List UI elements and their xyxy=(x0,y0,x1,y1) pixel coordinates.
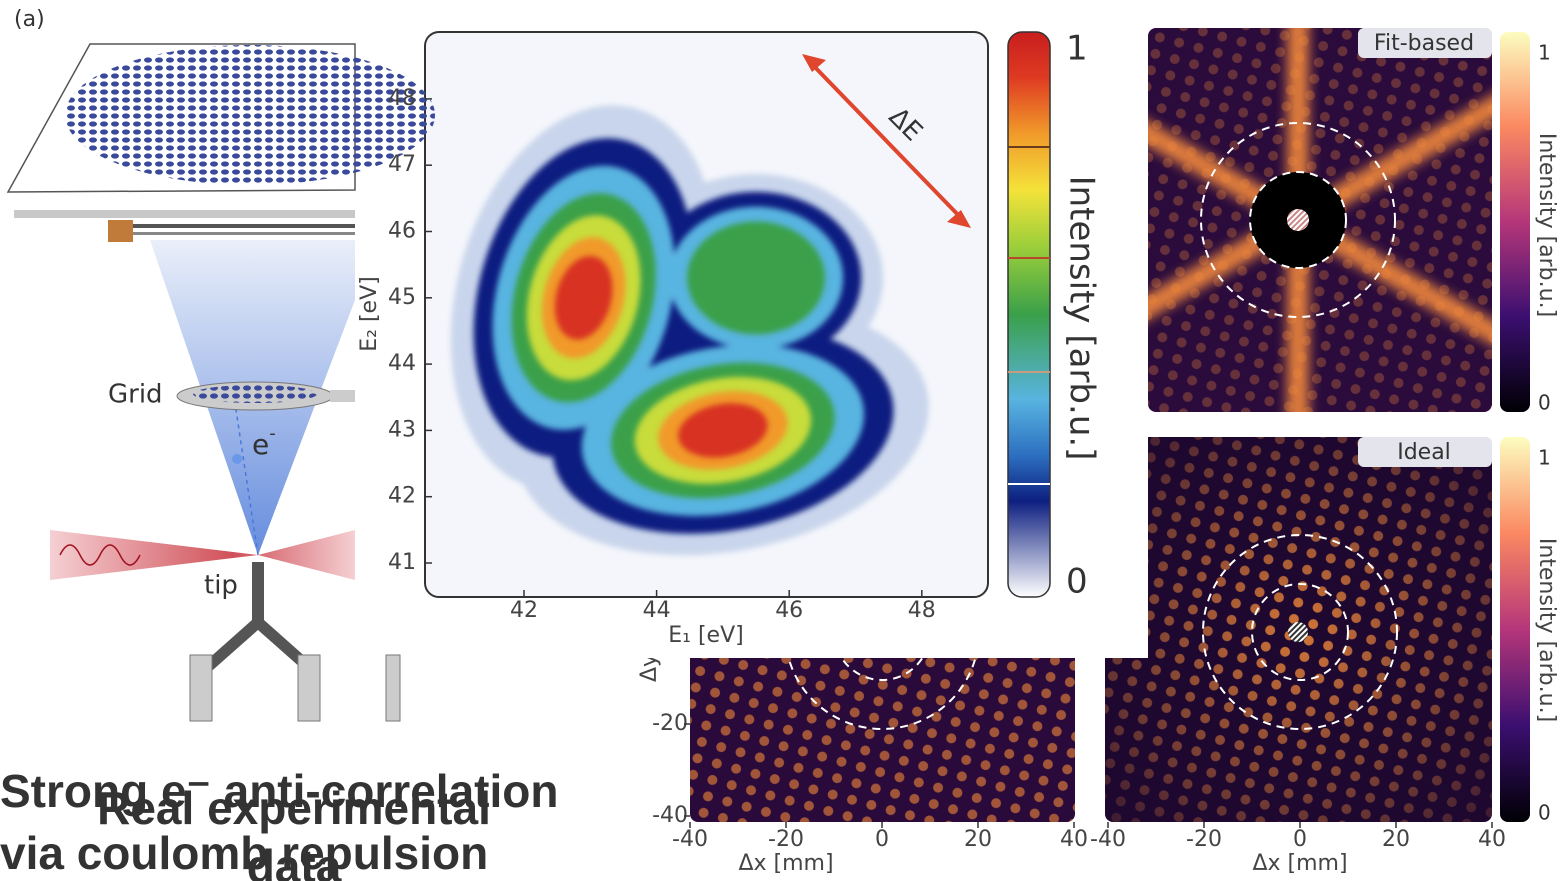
tick-label: 20 xyxy=(1382,827,1410,852)
label: Grid xyxy=(108,380,163,410)
tick-label: 46 xyxy=(775,598,803,623)
colorbar-tick-label: 0 xyxy=(1538,801,1551,825)
tick-label: 20 xyxy=(964,827,992,852)
label: tip xyxy=(204,571,238,601)
lobe xyxy=(678,403,768,458)
tick-label: 44 xyxy=(388,351,416,376)
y-axis-label: Δy xyxy=(637,654,662,682)
colorbar xyxy=(1500,437,1530,822)
headline: via coulomb repulsion xyxy=(0,827,488,879)
ray xyxy=(1292,210,1492,390)
colorbar-label: Intensity [arb.u.] xyxy=(1062,176,1102,461)
tick-label: -20 xyxy=(768,827,804,852)
ray xyxy=(1148,50,1304,230)
arrow xyxy=(806,58,967,224)
tick-label: -40 xyxy=(1090,827,1126,852)
tick-label: -20 xyxy=(652,711,688,736)
tick-label: -40 xyxy=(672,827,708,852)
colorbar-tick-label: 0 xyxy=(1538,391,1551,415)
label: - xyxy=(269,423,276,444)
colorbar-label: Intensity [arb.u.] xyxy=(1534,133,1559,317)
tick-label: -40 xyxy=(652,803,688,828)
y-axis-label: E₂ [eV] xyxy=(357,276,382,351)
plot-frame xyxy=(424,31,989,598)
label: e xyxy=(252,428,269,461)
colorbar-tick-label: 1 xyxy=(1066,29,1088,69)
ideal-image xyxy=(1105,437,1492,822)
colorbar-tick-label: 1 xyxy=(1538,446,1551,470)
tick-label: 44 xyxy=(643,598,671,623)
colorbar xyxy=(1500,32,1530,412)
tick-label: 48 xyxy=(908,598,936,623)
panel-label: (a) xyxy=(14,7,45,32)
lobe xyxy=(687,221,826,335)
headline: data xyxy=(247,840,342,881)
tick-label: 47 xyxy=(388,152,416,177)
ray xyxy=(1292,50,1492,230)
headline: Real experimental xyxy=(97,782,491,834)
x-axis-label: E₁ [eV] xyxy=(668,623,743,648)
image-tag: Fit-based xyxy=(1374,31,1474,56)
ray xyxy=(1148,210,1304,390)
colorbar-levels xyxy=(1008,146,1050,485)
tick-label: 0 xyxy=(875,827,889,852)
tick-label: -20 xyxy=(1186,827,1222,852)
x-axis-label: Δx [mm] xyxy=(1252,851,1347,876)
colorbar xyxy=(1007,31,1051,598)
schematic xyxy=(6,43,435,722)
label: e- xyxy=(252,423,276,461)
tag-box xyxy=(1358,28,1492,58)
tick-label: 41 xyxy=(388,550,416,575)
tick-label: 40 xyxy=(1060,827,1088,852)
tick-label: 42 xyxy=(388,484,416,509)
colorbar-label: Intensity [arb.u.] xyxy=(1534,538,1559,722)
tick-label: 42 xyxy=(510,598,538,623)
colorbar-tick-label: 1 xyxy=(1538,41,1551,65)
colorbar-tick-label: 0 xyxy=(1066,562,1088,602)
tick-label: 40 xyxy=(1478,827,1506,852)
headline: Strong e⁻ anti-correlation xyxy=(0,765,558,817)
tick-label: 0 xyxy=(1293,827,1307,852)
intensity-layer xyxy=(554,256,768,458)
x-axis-label: Δx [mm] xyxy=(738,851,833,876)
lobe xyxy=(554,256,613,340)
tag-box xyxy=(1358,437,1492,467)
tick-label: 46 xyxy=(388,219,416,244)
energy-map xyxy=(425,32,988,597)
image-tag: Ideal xyxy=(1397,440,1451,465)
tick-label: 43 xyxy=(388,417,416,442)
tick-label: 48 xyxy=(388,86,416,111)
tick-label: 45 xyxy=(388,285,416,310)
fit-image xyxy=(1148,28,1492,412)
